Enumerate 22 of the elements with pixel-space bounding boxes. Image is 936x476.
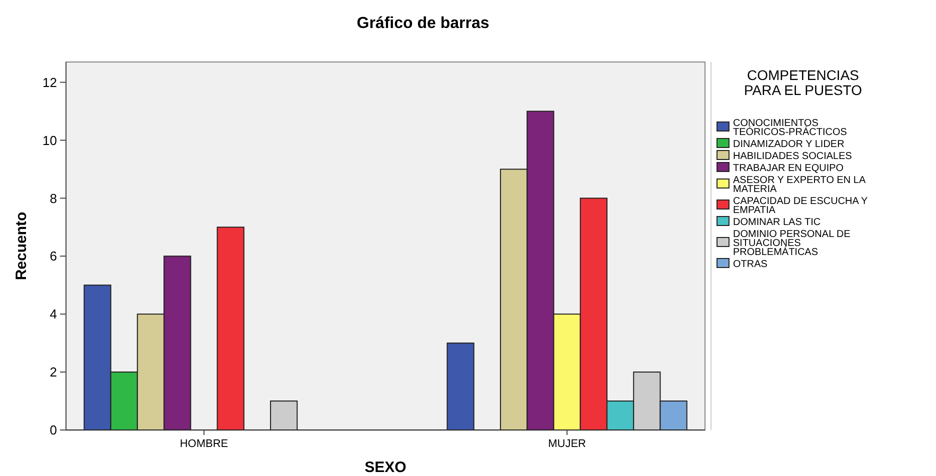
legend-label: CONOCIMIENTOS TEÓRICOS-PRÁCTICOS bbox=[733, 118, 848, 138]
legend-label: ASESOR Y EXPERTO EN LA MATERIA bbox=[733, 175, 866, 195]
y-tick-label: 10 bbox=[42, 132, 57, 148]
legend-label: DOMINAR LAS TIC bbox=[733, 217, 821, 228]
y-tick-label: 6 bbox=[50, 248, 57, 264]
y-tick-label: 4 bbox=[50, 306, 57, 322]
y-tick-label: 0 bbox=[50, 422, 57, 438]
legend-label: TRABAJAR EN EQUIPO bbox=[733, 163, 844, 174]
legend-label: DOMINIO PERSONAL DE SITUACIONES PROBLEMÁTICAS bbox=[733, 229, 851, 258]
legend-label: OTRAS bbox=[733, 259, 768, 270]
x-tick-label: HOMBRE bbox=[180, 438, 228, 450]
legend-label: HABILIDADES SOCIALES bbox=[733, 151, 852, 162]
y-tick-label: 8 bbox=[50, 190, 57, 206]
chart-title: Gráfico de barras bbox=[356, 15, 490, 32]
legend-label: DINAMIZADOR Y LIDER bbox=[733, 139, 844, 150]
legend-title: COMPETENCIAS PARA EL PUESTO bbox=[744, 67, 862, 98]
legend-label: CAPACIDAD DE ESCUCHA Y EMPATIA bbox=[733, 196, 868, 216]
x-axis-title: SEXO bbox=[364, 459, 407, 476]
y-tick-label: 12 bbox=[42, 74, 57, 90]
x-tick-label: MUJER bbox=[548, 438, 586, 450]
y-tick-label: 2 bbox=[50, 364, 57, 380]
y-axis-title: Recuento bbox=[13, 212, 30, 280]
